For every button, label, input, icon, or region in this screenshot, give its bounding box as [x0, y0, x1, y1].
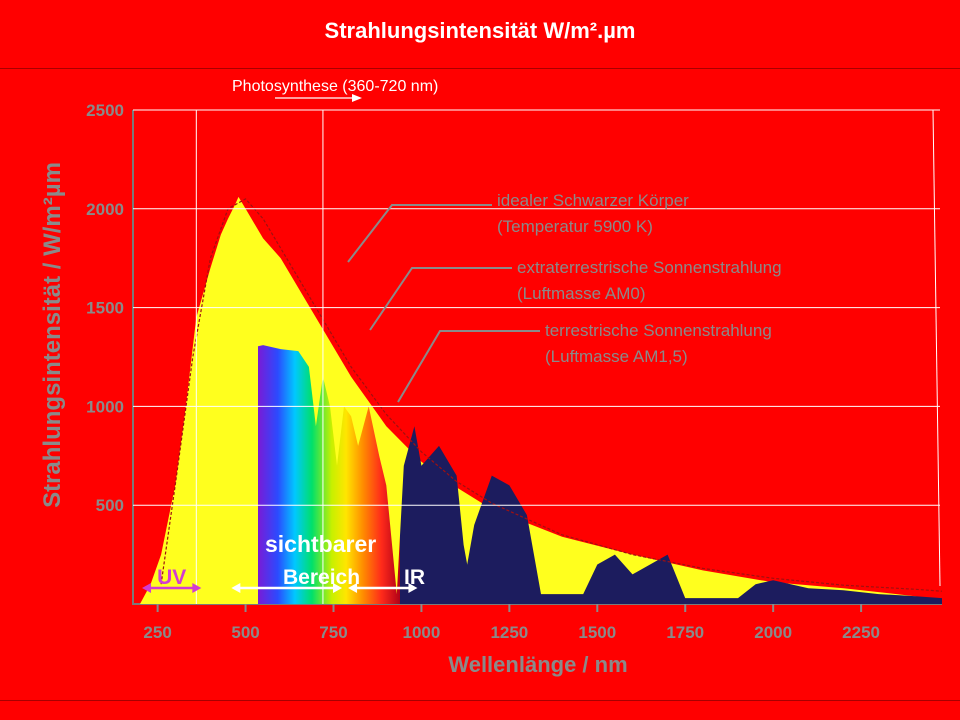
bottom-divider	[0, 700, 960, 701]
annotation-leader	[369, 267, 512, 331]
annotation-subtitle: (Temperatur 5900 K)	[497, 217, 653, 236]
annotation-title: extraterrestrische Sonnenstrahlung	[517, 258, 782, 277]
am15-area	[258, 345, 942, 604]
y-tick-label: 1000	[86, 397, 124, 416]
photosynthesis-label: Photosynthese (360-720 nm)	[232, 78, 438, 95]
annotation-subtitle: (Luftmasse AM1,5)	[545, 347, 688, 366]
annotation-leader	[397, 330, 540, 403]
am15-visible-segment	[258, 345, 400, 604]
annotation-0: idealer Schwarzer Körper (Temperatur 5900…	[347, 191, 689, 263]
x-axis-label: Wellenlänge / nm	[448, 652, 627, 677]
x-tick-label: 2000	[754, 623, 792, 642]
band-label-uv: UV	[157, 566, 186, 589]
band-label-visible: sichtbarer	[265, 531, 376, 557]
y-tick-label: 2000	[86, 200, 124, 219]
band-label-visible-2: Bereich	[283, 566, 360, 589]
annotation-2: terrestrische Sonnenstrahlung (Luftmasse …	[397, 321, 772, 403]
uv-range-arrow	[142, 583, 202, 593]
x-tick-label: 2250	[842, 623, 880, 642]
y-tick-label: 1500	[86, 299, 124, 318]
ir-range-arrow	[348, 583, 418, 593]
gridline-right	[932, 109, 941, 587]
annotation-title: terrestrische Sonnenstrahlung	[545, 321, 772, 340]
annotation-leader	[347, 204, 492, 263]
page-title: Strahlungsintensität W/m².µm	[324, 18, 636, 43]
x-tick-label: 1250	[490, 623, 528, 642]
annotation-subtitle: (Luftmasse AM0)	[517, 284, 646, 303]
y-tick-label: 500	[96, 496, 124, 515]
blackbody-curve	[160, 198, 943, 592]
y-tick-label: 2500	[86, 101, 124, 120]
am15-infrared-segment	[400, 426, 942, 604]
x-tick-label: 1750	[666, 623, 704, 642]
annotation-1: extraterrestrische Sonnenstrahlung (Luftm…	[369, 258, 782, 331]
photosynthesis-arrow	[275, 94, 362, 102]
y-axis-label: Strahlungsintensität / W/m²µm	[39, 162, 66, 508]
x-tick-label: 250	[143, 623, 171, 642]
visible-range-arrow	[231, 583, 343, 593]
gridlines	[133, 109, 941, 604]
annotation-title: idealer Schwarzer Körper	[497, 191, 689, 210]
top-divider	[0, 68, 960, 69]
x-tick-label: 1000	[403, 623, 441, 642]
band-label-ir: IR	[404, 566, 425, 589]
x-tick-label: 1500	[578, 623, 616, 642]
x-tick-label: 750	[319, 623, 347, 642]
x-tick-label: 500	[231, 623, 259, 642]
